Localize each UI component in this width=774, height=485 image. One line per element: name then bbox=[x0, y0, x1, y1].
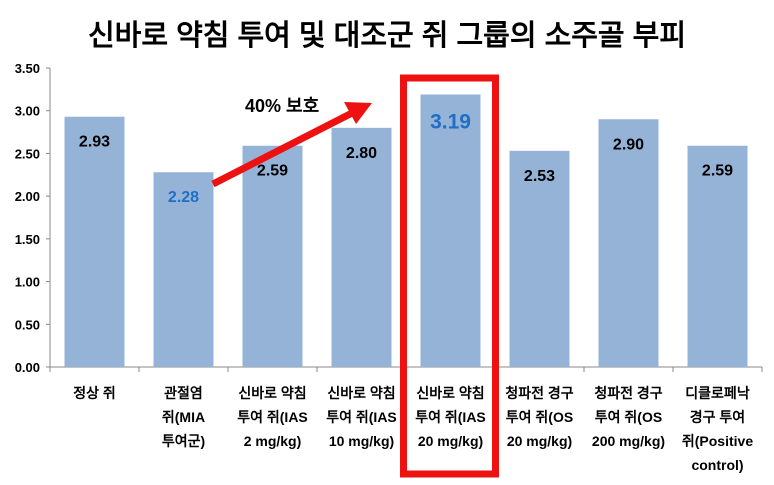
data-label: 2.90 bbox=[613, 136, 644, 153]
data-label: 3.19 bbox=[430, 110, 471, 133]
x-tick-label: 정상 쥐 bbox=[73, 385, 116, 401]
bar bbox=[420, 94, 481, 368]
x-tick-label: 투여 쥐(IAS bbox=[326, 409, 397, 425]
bar bbox=[64, 116, 125, 368]
data-label: 2.59 bbox=[702, 163, 733, 180]
highlight-box bbox=[400, 74, 499, 478]
data-label: 2.59 bbox=[257, 163, 288, 180]
bar bbox=[509, 150, 570, 367]
x-tick-label: control) bbox=[691, 457, 743, 473]
bar bbox=[687, 145, 748, 367]
x-tick-label: 20 mg/kg) bbox=[418, 433, 483, 449]
data-label: 2.80 bbox=[346, 145, 377, 162]
x-tick-label: 신바로 약침 bbox=[416, 385, 484, 401]
x-tick-label: 투여 쥐(OS bbox=[506, 409, 573, 425]
annotation-label: 40% 보호 bbox=[245, 96, 319, 116]
arrow bbox=[211, 109, 354, 188]
x-tick-label: 투여 쥐(IAS bbox=[415, 409, 486, 425]
arrow-head bbox=[344, 102, 372, 124]
x-tick-label: 디클로페낙 bbox=[685, 385, 750, 401]
x-tick-label: 신바로 약침 bbox=[238, 385, 306, 401]
y-tick-label: 3.00 bbox=[15, 104, 40, 119]
y-tick-label: 3.50 bbox=[15, 61, 40, 76]
x-tick-label: 신바로 약침 bbox=[327, 385, 395, 401]
bar bbox=[242, 145, 303, 367]
y-tick-label: 1.00 bbox=[15, 275, 40, 290]
x-tick-label: 투여 쥐(IAS bbox=[237, 409, 308, 425]
chart-title: 신바로 약침 투여 및 대조군 쥐 그룹의 소주골 부피 bbox=[88, 19, 686, 52]
data-label: 2.53 bbox=[524, 168, 555, 185]
y-tick-label: 2.50 bbox=[15, 146, 40, 161]
bar bbox=[153, 172, 214, 367]
x-tick-label: 청파전 경구 bbox=[505, 385, 573, 401]
y-tick-label: 1.50 bbox=[15, 232, 40, 247]
data-label: 2.93 bbox=[79, 134, 110, 151]
x-tick-label: 200 mg/kg) bbox=[592, 433, 665, 449]
bar bbox=[331, 127, 392, 367]
data-label: 2.28 bbox=[168, 189, 199, 206]
x-tick-label: 2 mg/kg) bbox=[244, 433, 302, 449]
y-tick-label: 2.00 bbox=[15, 189, 40, 204]
x-tick-label: 관절염 bbox=[164, 385, 203, 401]
x-tick-label: 10 mg/kg) bbox=[329, 433, 394, 449]
x-tick-label: 쥐(Positive bbox=[682, 433, 753, 449]
y-tick-label: 0.50 bbox=[15, 317, 40, 332]
x-tick-label: 투여 쥐(OS bbox=[595, 409, 662, 425]
x-tick-label: 청파전 경구 bbox=[594, 385, 662, 401]
bar bbox=[598, 119, 659, 367]
y-tick-label: 0.00 bbox=[15, 360, 40, 375]
x-tick-label: 경구 투여 bbox=[690, 409, 745, 425]
x-tick-label: 20 mg/kg) bbox=[507, 433, 572, 449]
x-tick-label: 투여군) bbox=[162, 433, 205, 449]
x-tick-label: 쥐(MIA bbox=[162, 409, 205, 425]
